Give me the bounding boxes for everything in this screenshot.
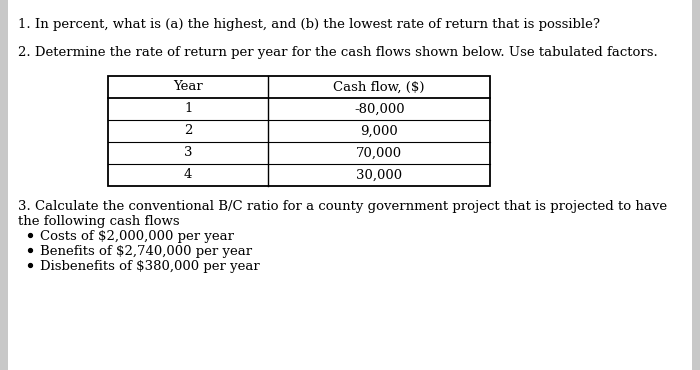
Text: 3. Calculate the conventional B/C ratio for a county government project that is : 3. Calculate the conventional B/C ratio …	[18, 200, 667, 213]
Text: 9,000: 9,000	[360, 124, 398, 138]
Text: -80,000: -80,000	[354, 102, 405, 115]
Text: 2: 2	[184, 124, 192, 138]
Text: 3: 3	[184, 147, 192, 159]
Text: Costs of $2,000,000 per year: Costs of $2,000,000 per year	[40, 230, 234, 243]
Text: 1: 1	[184, 102, 192, 115]
Text: 70,000: 70,000	[356, 147, 402, 159]
Text: 4: 4	[184, 168, 192, 182]
Text: Disbenefits of $380,000 per year: Disbenefits of $380,000 per year	[40, 260, 260, 273]
Text: Year: Year	[174, 81, 203, 94]
Text: 2. Determine the rate of return per year for the cash flows shown below. Use tab: 2. Determine the rate of return per year…	[18, 46, 658, 59]
Text: the following cash flows: the following cash flows	[18, 215, 180, 228]
Bar	[108, 76, 490, 186]
Text: 30,000: 30,000	[356, 168, 402, 182]
Text: Cash flow, ($): Cash flow, ($)	[333, 81, 425, 94]
Text: Benefits of $2,740,000 per year: Benefits of $2,740,000 per year	[40, 245, 252, 258]
Bar	[8, 0, 692, 370]
Text: 1. In percent, what is (a) the highest, and (b) the lowest rate of return that i: 1. In percent, what is (a) the highest, …	[18, 18, 600, 31]
